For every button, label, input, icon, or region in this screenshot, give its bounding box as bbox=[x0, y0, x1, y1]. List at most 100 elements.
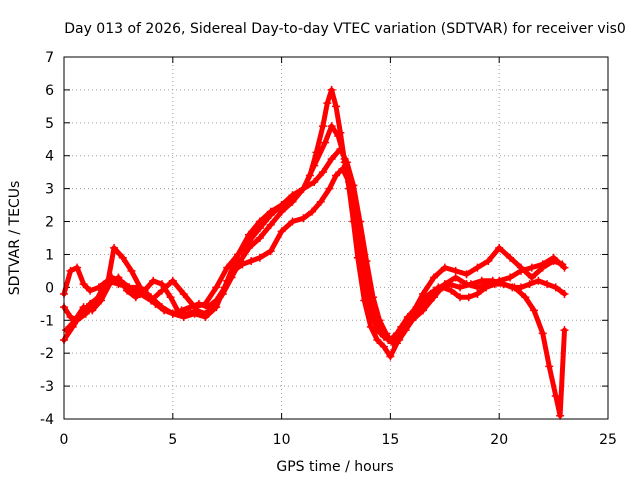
data-point bbox=[527, 263, 536, 272]
data-point bbox=[336, 145, 345, 154]
data-point bbox=[66, 312, 75, 321]
data-point bbox=[506, 253, 515, 262]
data-point bbox=[401, 326, 410, 335]
data-point bbox=[456, 293, 465, 302]
data-point bbox=[421, 293, 430, 302]
data-point bbox=[395, 336, 404, 345]
data-point bbox=[325, 184, 334, 193]
data-point bbox=[277, 227, 286, 236]
data-point bbox=[310, 161, 319, 170]
data-point bbox=[149, 276, 158, 285]
data-point bbox=[184, 309, 193, 318]
y-tick-label: 0 bbox=[45, 280, 54, 296]
data-point bbox=[373, 336, 382, 345]
data-point bbox=[484, 257, 493, 266]
data-point bbox=[349, 181, 358, 190]
data-point bbox=[255, 234, 264, 242]
data-point bbox=[70, 316, 79, 325]
data-point bbox=[114, 273, 123, 282]
data-point bbox=[266, 220, 275, 229]
y-tick-label: -1 bbox=[40, 313, 54, 329]
chart-title: Day 013 of 2026, Sidereal Day-to-day VTE… bbox=[64, 21, 626, 37]
data-point bbox=[299, 184, 308, 193]
data-point bbox=[73, 263, 82, 272]
data-point bbox=[186, 303, 195, 312]
x-tick-label: 5 bbox=[168, 432, 177, 448]
y-tick-labels: -4 -3 -2 -1 0 1 2 3 4 5 6 7 bbox=[40, 50, 54, 428]
data-point bbox=[556, 411, 565, 420]
data-point bbox=[255, 217, 264, 226]
data-point bbox=[366, 322, 375, 331]
data-point bbox=[375, 316, 384, 325]
y-tick-label: 7 bbox=[45, 50, 54, 66]
x-tick-label: 0 bbox=[60, 432, 69, 448]
y-axis-label: SDTVAR / TECUs bbox=[7, 181, 23, 296]
data-point bbox=[266, 247, 275, 256]
y-tick-label: -2 bbox=[40, 346, 54, 362]
data-point bbox=[266, 207, 275, 216]
data-point bbox=[543, 280, 552, 289]
data-point bbox=[212, 283, 221, 292]
data-point bbox=[506, 273, 515, 282]
data-point bbox=[530, 306, 539, 315]
data-point bbox=[299, 214, 308, 223]
data-point bbox=[318, 122, 327, 131]
data-point bbox=[516, 283, 525, 292]
data-point bbox=[484, 280, 493, 289]
series-line bbox=[61, 87, 565, 359]
x-tick-label: 15 bbox=[381, 432, 399, 448]
data-point bbox=[516, 266, 525, 275]
data-point bbox=[440, 280, 449, 289]
data-point bbox=[133, 283, 142, 292]
data-point bbox=[157, 280, 166, 289]
data-point bbox=[327, 85, 336, 94]
data-point bbox=[473, 283, 482, 292]
x-tick-label: 20 bbox=[490, 432, 508, 448]
data-point bbox=[338, 164, 347, 173]
data-point bbox=[332, 171, 340, 180]
data-point bbox=[525, 280, 534, 289]
y-tick-label: 4 bbox=[45, 149, 54, 165]
series-line bbox=[63, 146, 567, 346]
data-point bbox=[382, 329, 391, 338]
data-point bbox=[473, 263, 482, 272]
data-point bbox=[527, 273, 536, 282]
y-tick-label: -4 bbox=[40, 412, 54, 428]
data-point bbox=[397, 322, 406, 331]
data-point bbox=[429, 293, 438, 302]
plot-frame bbox=[63, 56, 609, 420]
data-point bbox=[388, 339, 397, 348]
data-point bbox=[323, 99, 332, 108]
data-point bbox=[362, 257, 371, 266]
x-tick-label: 25 bbox=[599, 432, 617, 448]
series-trace-b bbox=[60, 122, 569, 420]
x-tick-labels: 0 5 10 15 20 25 bbox=[60, 432, 617, 448]
data-point bbox=[201, 309, 210, 318]
data-point bbox=[236, 257, 245, 266]
data-point bbox=[223, 263, 232, 272]
data-point bbox=[355, 217, 364, 226]
data-point bbox=[560, 263, 569, 272]
data-point bbox=[175, 309, 184, 318]
series-trace-d bbox=[62, 145, 569, 348]
data-point bbox=[288, 197, 297, 206]
data-point bbox=[316, 197, 325, 206]
data-point bbox=[495, 243, 504, 252]
y-tick-label: -3 bbox=[40, 379, 54, 395]
data-point bbox=[462, 280, 471, 289]
data-point bbox=[379, 342, 388, 351]
data-point bbox=[560, 289, 569, 298]
series-line bbox=[61, 166, 567, 343]
data-point bbox=[390, 332, 399, 341]
y-tick-label: 3 bbox=[45, 182, 54, 198]
data-point bbox=[477, 276, 486, 285]
data-point bbox=[551, 391, 560, 400]
data-point bbox=[560, 326, 569, 335]
data-point bbox=[118, 253, 127, 262]
data-point bbox=[318, 168, 327, 177]
data-point bbox=[462, 270, 471, 279]
data-point bbox=[521, 293, 530, 302]
data-point bbox=[549, 253, 558, 262]
data-point bbox=[131, 293, 140, 302]
